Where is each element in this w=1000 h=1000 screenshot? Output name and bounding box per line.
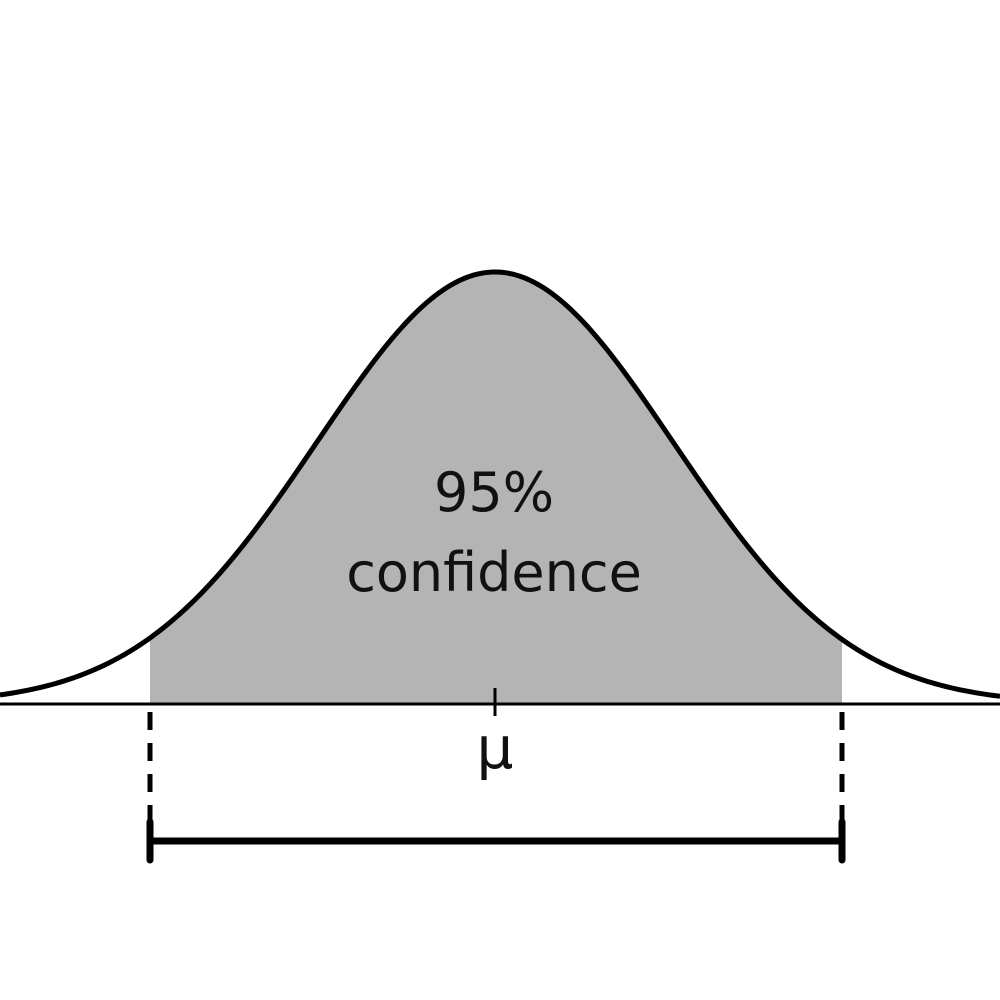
center-label-line-2: confidence xyxy=(346,541,642,604)
center-label-line-1: 95% xyxy=(434,461,554,524)
mean-label: μ xyxy=(477,714,514,782)
shaded-confidence-region xyxy=(150,272,842,704)
normal-distribution-curve xyxy=(0,269,1000,699)
